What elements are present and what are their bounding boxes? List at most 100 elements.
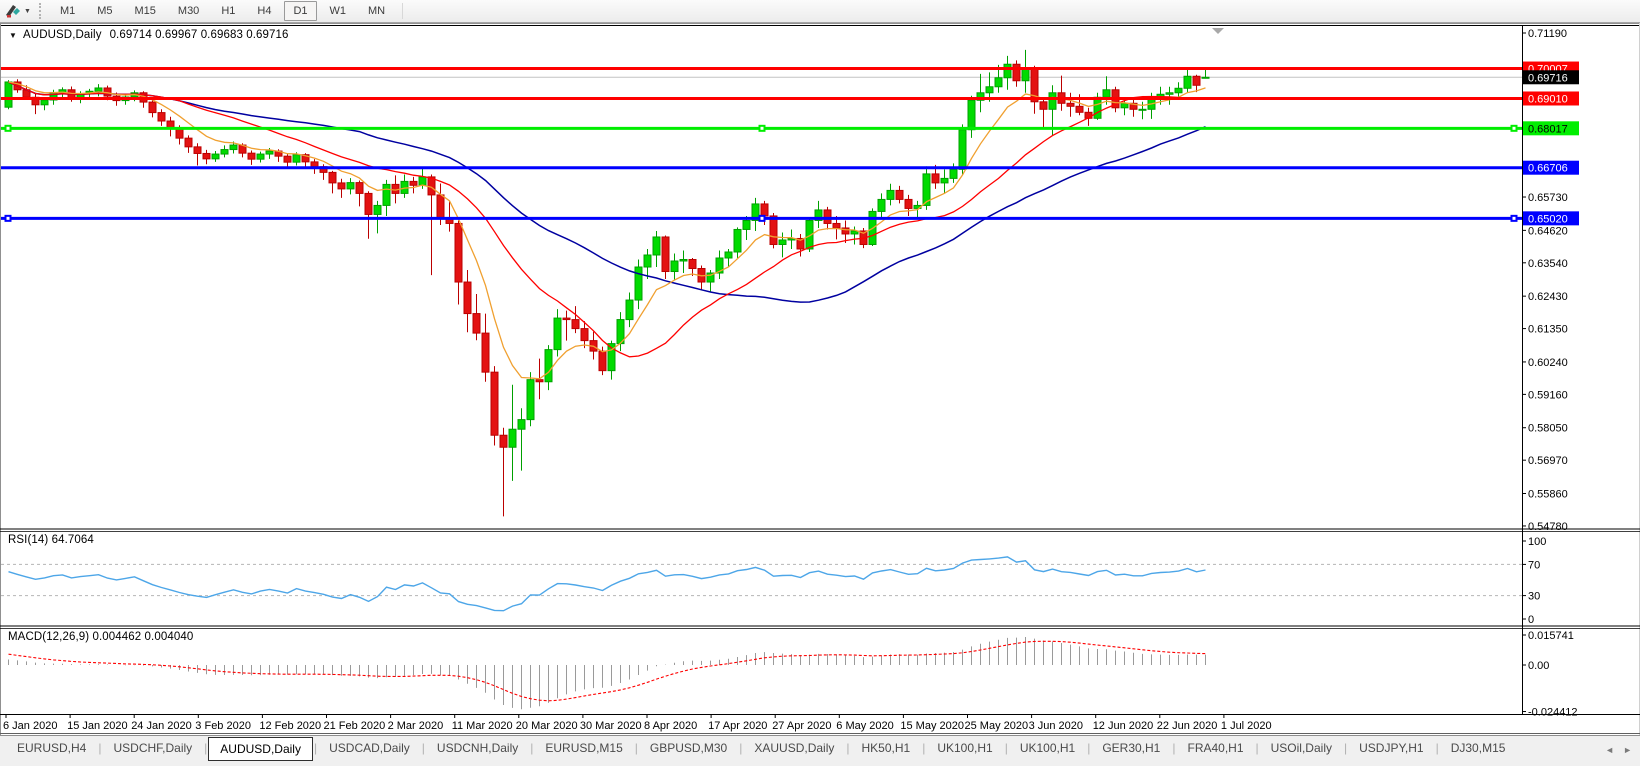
candle — [814, 200, 823, 228]
tab-scroll-arrows: ◄ ► — [1605, 745, 1632, 755]
candle — [193, 143, 202, 166]
candle — [715, 250, 724, 280]
timeframe-button-h1[interactable]: H1 — [221, 5, 236, 17]
candle — [670, 253, 679, 281]
timeframe-buttons: M1 M5 M15 M30 H1 H4 D1 W1 MN — [49, 1, 396, 21]
candle — [904, 194, 913, 216]
tab-usdjpy-h1[interactable]: USDJPY,H1 — [1359, 741, 1424, 755]
candle — [733, 227, 742, 258]
tab-usdchf-daily[interactable]: USDCHF,Daily — [113, 741, 193, 755]
price-badge-0.68017: 0.68017 — [1523, 121, 1579, 136]
tab-separator: | — [530, 741, 534, 755]
candle — [1003, 55, 1012, 90]
tab-scroll-left-icon[interactable]: ◄ — [1605, 745, 1615, 755]
tab-hk50-h1[interactable]: HK50,H1 — [861, 741, 911, 755]
candle — [1093, 92, 1102, 120]
tab-xauusd-daily[interactable]: XAUUSD,Daily — [754, 741, 835, 755]
candle — [751, 197, 760, 231]
candle — [940, 169, 949, 194]
date-tick-label: 3 Jun 2020 — [1029, 720, 1083, 732]
candle — [355, 180, 364, 207]
chart-style-dropdown-icon[interactable]: ▼ — [24, 7, 31, 15]
tab-separator: | — [1087, 741, 1091, 755]
macd-pane — [8, 637, 1206, 710]
tab-ger30-h1[interactable]: GER30,H1 — [1102, 741, 1161, 755]
macd-axis-label: 0.00 — [1528, 660, 1549, 672]
tab-gbpusd-m30[interactable]: GBPUSD,M30 — [649, 741, 728, 755]
price-tick-label: 0.59160 — [1528, 389, 1568, 401]
tab-separator: | — [1435, 741, 1439, 755]
rsi-axis-label: 30 — [1528, 591, 1540, 603]
tab-usoil-daily[interactable]: USOil,Daily — [1270, 741, 1332, 755]
candle — [706, 270, 715, 293]
candle — [724, 248, 733, 268]
candle — [1138, 101, 1147, 120]
tab-eurusd-m15[interactable]: EURUSD,M15 — [545, 741, 623, 755]
price-tick-label: 0.65730 — [1528, 192, 1568, 204]
candle — [508, 384, 517, 481]
price-tick-label: 0.54780 — [1528, 521, 1568, 533]
rsi-axis-label: 70 — [1528, 559, 1540, 571]
tab-audusd-daily[interactable]: AUDUSD,Daily — [208, 737, 313, 761]
candle — [490, 366, 499, 446]
chart-style-icon[interactable] — [4, 3, 22, 19]
shift-end-marker-icon[interactable] — [1212, 28, 1224, 34]
tab-uk100-h1[interactable]: UK100,H1 — [1019, 741, 1076, 755]
symbol-tabs: EURUSD,H4 | USDCHF,Daily | AUDUSD,Daily | USDC… — [6, 737, 1516, 764]
price-tick-label: 0.60240 — [1528, 357, 1568, 369]
date-tick-label: 1 Jul 2020 — [1221, 720, 1272, 732]
timeframe-button-m1[interactable]: M1 — [59, 5, 76, 17]
tab-scroll-right-icon[interactable]: ► — [1623, 745, 1632, 755]
symbol-tab-bar: EURUSD,H4 | USDCHF,Daily | AUDUSD,Daily | USDC… — [0, 735, 1640, 766]
timeframe-button-d1[interactable]: D1 — [284, 1, 317, 21]
chart-ohlc-values: 0.69714 0.69967 0.69683 0.69716 — [109, 29, 289, 41]
timeframe-button-w1[interactable]: W1 — [329, 5, 347, 17]
tab-dj30-m15[interactable]: DJ30,M15 — [1450, 741, 1506, 755]
price-tick-label: 0.56970 — [1528, 455, 1568, 467]
candle — [463, 270, 472, 333]
price-badge-0.69010: 0.69010 — [1523, 91, 1579, 106]
tab-usdcnh-daily[interactable]: USDCNH,Daily — [436, 741, 519, 755]
tab-usdcad-daily[interactable]: USDCAD,Daily — [329, 741, 410, 755]
candle — [841, 220, 850, 243]
candle — [1129, 98, 1138, 117]
tab-separator: | — [739, 741, 743, 755]
macd-indicator-label: MACD(12,26,9) 0.004462 0.004040 — [8, 631, 194, 643]
price-tick-label: 0.61350 — [1528, 324, 1568, 336]
timeframe-button-m15[interactable]: M15 — [134, 5, 156, 17]
chart-dropdown-icon[interactable]: ▼ — [9, 30, 18, 40]
timeframe-button-m5[interactable]: M5 — [97, 5, 113, 17]
tab-uk100-h1[interactable]: UK100,H1 — [937, 741, 993, 755]
date-tick-label: 20 Mar 2020 — [516, 720, 578, 732]
tab-separator: | — [1343, 741, 1348, 755]
chart-window[interactable]: ▼ AUDUSD,Daily 0.69714 0.69967 0.69683 0… — [0, 23, 1640, 735]
candle — [922, 166, 931, 210]
chart-canvas[interactable]: 0.711900.679200.657300.646200.635400.624… — [0, 23, 1640, 735]
candle — [742, 215, 751, 240]
candle — [1174, 82, 1183, 99]
ma-medium-red-line — [8, 81, 1206, 358]
price-badge-0.66706: 0.66706 — [1523, 160, 1579, 175]
date-tick-label: 24 Jan 2020 — [131, 720, 192, 732]
price-badge-0.69716: 0.69716 — [1523, 70, 1579, 85]
tab-eurusd-h4[interactable]: EURUSD,H4 — [17, 741, 87, 755]
timeframe-button-mn[interactable]: MN — [368, 5, 386, 17]
date-tick-label: 12 Jun 2020 — [1093, 720, 1154, 732]
candle — [571, 306, 580, 334]
tab-fra40-h1[interactable]: FRA40,H1 — [1187, 741, 1244, 755]
candle — [1201, 69, 1210, 79]
tab-separator: | — [1172, 741, 1176, 755]
candle — [580, 321, 589, 349]
macd-axis-label: 0.015741 — [1528, 630, 1574, 642]
candle — [481, 313, 490, 382]
tab-separator: | — [98, 741, 102, 755]
timeframe-button-m30[interactable]: M30 — [177, 5, 200, 17]
date-tick-label: 2 Mar 2020 — [388, 720, 444, 732]
candle — [148, 99, 157, 118]
date-axis: 6 Jan 2020 15 Jan 2020 24 Jan 2020 3 Feb 20… — [3, 714, 1272, 732]
date-tick-label: 15 Jan 2020 — [67, 720, 128, 732]
date-tick-label: 21 Feb 2020 — [324, 720, 386, 732]
timeframe-button-h4[interactable]: H4 — [257, 5, 272, 17]
candle — [499, 427, 508, 517]
